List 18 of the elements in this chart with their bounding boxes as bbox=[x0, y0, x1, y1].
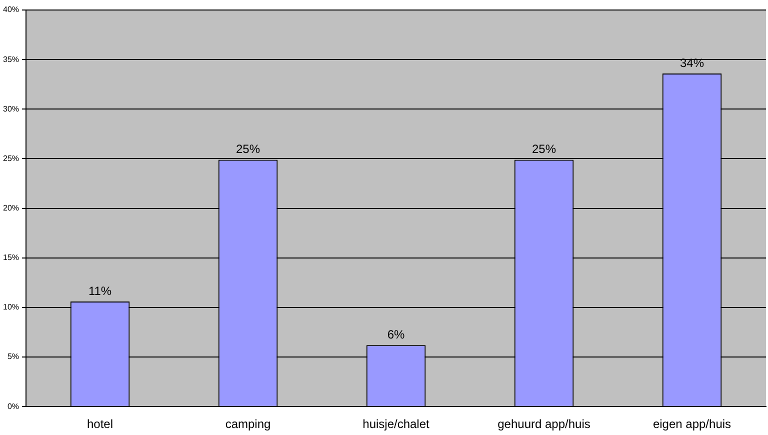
x-tick-label: gehuurd app/huis bbox=[498, 417, 590, 432]
y-tick-label: 5% bbox=[7, 352, 20, 362]
data-label: 11% bbox=[88, 284, 112, 298]
x-tick-label: eigen app/huis bbox=[652, 417, 732, 432]
data-label: 25% bbox=[236, 142, 260, 156]
y-tick-label: 35% bbox=[2, 54, 20, 64]
y-tick-label: 0% bbox=[7, 402, 20, 411]
y-tick-label: 30% bbox=[2, 104, 20, 114]
y-tick-label: 40% bbox=[2, 5, 20, 14]
y-tick-label: 15% bbox=[2, 253, 20, 262]
data-label: 6% bbox=[387, 327, 406, 342]
y-tick-label: 25% bbox=[2, 154, 20, 163]
y-tick-label: 20% bbox=[2, 204, 20, 213]
x-tick-label: huisje/chalet bbox=[362, 417, 430, 432]
y-tick-label: 10% bbox=[2, 302, 20, 312]
x-tick-label: hotel bbox=[86, 417, 114, 432]
x-tick-label: camping bbox=[225, 417, 271, 432]
data-label: 25% bbox=[532, 142, 556, 156]
